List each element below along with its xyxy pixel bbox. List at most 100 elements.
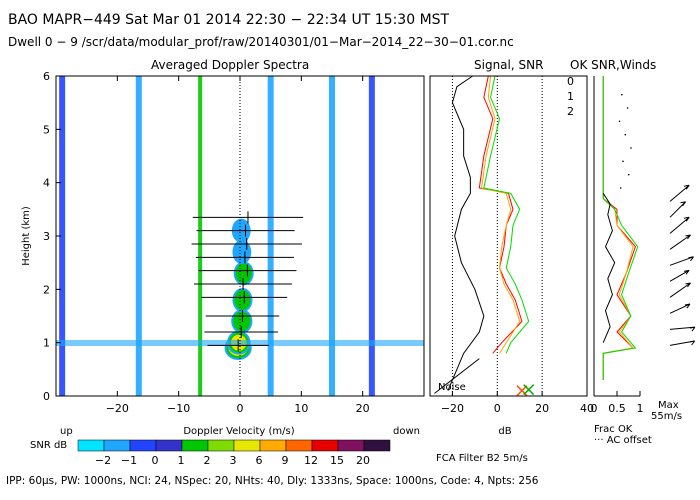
signal-line (483, 75, 530, 354)
signal-line (478, 75, 523, 354)
y-tick-label: 4 (43, 177, 50, 190)
colorbar-label: 1 (178, 454, 185, 467)
dwell-legend-0: 0 (567, 75, 574, 88)
signal-title: Signal, SNR (474, 58, 543, 72)
colorbar-swatch (181, 439, 209, 452)
colorbar-label: 9 (282, 454, 289, 467)
colorbar-swatch (311, 439, 339, 452)
noise-marker (523, 384, 535, 396)
snr-colorbar: −2 −1 0 1 2 3 6 9 12 15 20 (77, 439, 391, 467)
y-tick-label: 5 (43, 123, 50, 136)
x-axis-label-spectra: Doppler Velocity (m/s) (183, 426, 294, 437)
wind-barb-head (680, 201, 686, 204)
colorbar-label: 12 (304, 454, 318, 467)
filter-label: FCA Filter B2 5m/s (436, 453, 528, 464)
spectrum-band (59, 76, 66, 396)
y-tick-label: 6 (43, 70, 50, 83)
ac-offset-dot (619, 187, 622, 189)
header-dwell: Dwell 0 − 9 /scr/data/modular_prof/raw/2… (8, 35, 514, 49)
x-tick-label: 1 (637, 402, 644, 415)
colorbar-swatch (337, 439, 365, 452)
ac-offset-dot (621, 93, 623, 96)
noise-line (434, 358, 480, 394)
x-tick-label: −10 (167, 402, 190, 415)
noise-marker (516, 385, 528, 397)
wind-barb-head (684, 216, 690, 219)
echo-contour (234, 290, 251, 310)
colorbar-swatch (259, 439, 287, 452)
wind-barb (669, 269, 690, 282)
wind-barb-head (683, 269, 690, 272)
spectrum-band (368, 76, 375, 396)
colorbar-label: 15 (330, 454, 344, 467)
echo-contour (235, 263, 252, 284)
ac-offset-dot (627, 173, 630, 176)
wind-barb-head (686, 303, 691, 309)
colorbar-swatch (129, 439, 157, 452)
dwell-legend-1: 1 (567, 90, 574, 103)
wind-barb-head (689, 340, 695, 343)
x-axis-label-signal: dB (498, 426, 511, 437)
max-label: Max (658, 400, 679, 411)
spectra-title: Averaged Doppler Spectra (151, 58, 309, 72)
spectrum-band (267, 76, 274, 396)
ok-panel: 0 0.5 1 (591, 76, 696, 415)
wind-barb (669, 256, 694, 266)
wind-barb-head (682, 201, 686, 207)
wind-barb-head (685, 184, 690, 190)
up-label: up (60, 426, 73, 437)
x-tick-label: −20 (106, 402, 129, 415)
footer-params: IPP: 60μs, PW: 1000ns, NCI: 24, NSpec: 2… (6, 475, 539, 487)
x-tick-label: 20 (356, 402, 370, 415)
snr-label: SNR dB (30, 440, 67, 451)
y-axis-label: Height (km) (21, 206, 32, 266)
colorbar-label: −1 (121, 454, 137, 467)
wind-barb (669, 184, 690, 202)
wind-barb (669, 201, 686, 218)
y-tick-label: 0 (43, 390, 50, 403)
spectrum-band (329, 76, 335, 396)
colorbar-label: 0 (152, 454, 159, 467)
echo-contour (233, 311, 251, 332)
signal-line (481, 75, 521, 354)
spectra-panel: −20 −10 0 10 20 0 1 2 3 4 5 6 (43, 70, 425, 415)
wind-barb-head (685, 270, 690, 275)
ac-offset-dot (624, 133, 627, 136)
colorbar-swatch (103, 439, 131, 452)
y-tick-label: 3 (43, 230, 50, 243)
colorbar-label: −2 (95, 454, 111, 467)
ac-offset-label: ··· AC offset (594, 435, 652, 446)
wind-barb (669, 303, 691, 314)
header-title: BAO MAPR−449 Sat Mar 01 2014 22:30 − 22:… (8, 12, 450, 28)
wind-barb-head (687, 282, 691, 288)
x-tick-label: 40 (580, 402, 594, 415)
frac-ok-line (602, 76, 639, 380)
colorbar-label: 2 (204, 454, 211, 467)
noise-label: Noise (438, 382, 466, 393)
wind-barb-head (689, 326, 696, 329)
colorbar-label: 20 (356, 454, 370, 467)
wind-barb-head (690, 256, 694, 262)
wind-barb (669, 282, 691, 298)
max-value: 55m/s (651, 411, 682, 422)
signal-line (447, 75, 485, 391)
wind-barb-head (685, 216, 690, 222)
wind-barb-head (691, 340, 696, 346)
frac-ok-line (602, 76, 635, 380)
wind-barb-head (684, 184, 690, 187)
x-tick-label: 20 (535, 402, 549, 415)
x-tick-label: 0.5 (608, 402, 626, 415)
x-tick-label: 0 (237, 402, 244, 415)
wind-barb (669, 234, 691, 250)
ac-offset-dot (626, 107, 629, 109)
spectrum-band (198, 76, 203, 396)
colorbar-swatch (233, 439, 261, 452)
spectrum-band (135, 76, 142, 396)
colorbar-label: 3 (230, 454, 237, 467)
wind-barb-head (687, 234, 691, 240)
wind-barb-head (688, 256, 694, 259)
wind-barb-head (684, 303, 691, 306)
ac-offset-dot (622, 160, 624, 163)
colorbar-swatch (207, 439, 235, 452)
colorbar-label: 6 (256, 454, 263, 467)
